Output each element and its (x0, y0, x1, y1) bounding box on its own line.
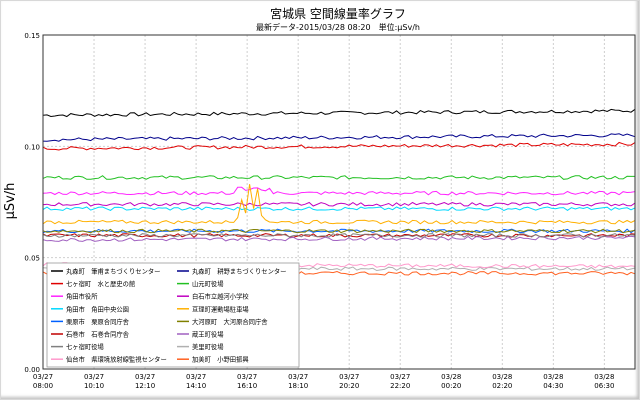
series-layer (42, 108, 636, 276)
series-line (42, 206, 636, 212)
y-ticks: 0.00 0.05 0.10 0.15 (24, 32, 40, 374)
y-tick-label: 0.05 (24, 255, 40, 263)
series-line (42, 186, 636, 196)
legend-entry: 美里町役場 (192, 342, 224, 351)
x-tick-date: 03/27 (135, 373, 155, 381)
x-tick-time: 02:20 (492, 382, 512, 390)
x-tick-time: 06:30 (594, 382, 614, 390)
legend-entry: 蔵王町役場 (192, 330, 224, 339)
series-line (42, 141, 636, 151)
series-line (42, 175, 635, 180)
x-tick-time: 00:20 (441, 382, 461, 390)
legend-entry: 白石市立越河小学校 (192, 292, 249, 301)
legend-entry: 石巻市 石巻合同庁舎 (66, 330, 130, 339)
y-axis-label: μSv/h (3, 183, 18, 220)
x-tick-time: 20:20 (339, 382, 359, 390)
x-tick-date: 03/27 (33, 373, 53, 381)
series-line (42, 133, 636, 142)
legend-entry: 丸森町 耕野まちづくりセンター (192, 267, 286, 276)
x-tick-date: 03/27 (288, 373, 308, 381)
legend-entry: 七ヶ宿町 水と歴史の館 (66, 279, 135, 288)
x-tick-date: 03/27 (186, 373, 206, 381)
series-line (42, 228, 636, 234)
x-tick-date: 03/28 (543, 373, 563, 381)
series-line (42, 108, 636, 118)
legend-entry: 加美町 小野田振興 (192, 355, 249, 364)
y-tick-label: 0.15 (24, 32, 40, 40)
x-tick-time: 04:30 (543, 382, 563, 390)
series-line (42, 235, 636, 242)
x-ticks: 03/2708:0003/2710:1003/2712:1003/2714:10… (33, 373, 615, 390)
x-tick-date: 03/27 (390, 373, 410, 381)
series-line (42, 228, 636, 234)
x-tick-date: 03/28 (441, 373, 461, 381)
grid (43, 35, 635, 369)
x-tick-date: 03/28 (594, 373, 614, 381)
y-tick-label: 0.10 (24, 143, 40, 151)
legend-entry: 角田市 角田中央公園 (66, 304, 129, 313)
x-tick-time: 14:10 (186, 382, 206, 390)
legend-box (46, 262, 300, 368)
plot-border (42, 34, 636, 370)
x-tick-date: 03/27 (237, 373, 257, 381)
x-tick-time: 08:00 (33, 382, 53, 390)
legend-entry: 角田市役所 (66, 292, 98, 301)
x-tick-time: 10:10 (84, 382, 104, 390)
x-tick-time: 18:10 (288, 382, 308, 390)
series-line (42, 201, 636, 207)
series-line (42, 233, 636, 238)
legend-entry: 栗原市 栗原合同庁舎 (66, 317, 130, 326)
x-tick-time: 22:20 (390, 382, 410, 390)
chart-subtitle: 最新データ-2015/03/28 08:20 単位:μSv/h (256, 22, 420, 32)
x-tick-date: 03/27 (339, 373, 359, 381)
chart-title: 宮城県 空間線量率グラフ (270, 6, 406, 21)
legend-entry: 七ヶ宿町役場 (66, 342, 104, 351)
y-tick-label: 0.00 (24, 366, 40, 374)
legend-entry: 仙台市 県環境放射線監視センター (66, 355, 167, 364)
x-tick-date: 03/27 (84, 373, 104, 381)
legend-entry: 大河原町 大河原合同庁舎 (192, 317, 268, 326)
legend-entry: 丸森町 筆甫まちづくりセンター (66, 267, 160, 276)
series-line (42, 184, 636, 225)
legend-entry: 亘理町運動場駐車場 (192, 304, 249, 313)
x-tick-time: 12:10 (135, 382, 155, 390)
legend-entry: 山元町役場 (192, 279, 224, 288)
x-tick-time: 16:10 (237, 382, 257, 390)
x-tick-date: 03/28 (492, 373, 512, 381)
